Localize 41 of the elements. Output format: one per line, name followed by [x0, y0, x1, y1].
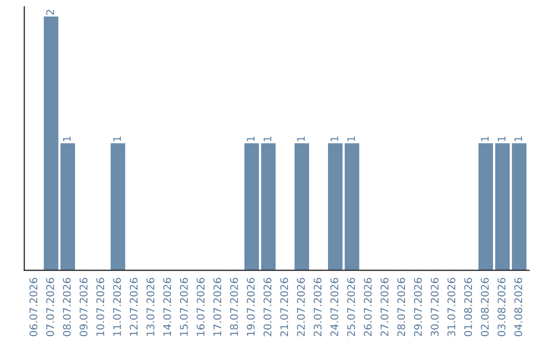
- x-tick-label: 16.07.2026: [196, 278, 205, 336]
- x-tick-label: 06.07.2026: [29, 278, 38, 336]
- x-tick-label: 27.07.2026: [380, 278, 388, 336]
- x-tick-label: 28.07.2026: [397, 278, 406, 336]
- x-tick-label: 17.07.2026: [213, 278, 222, 336]
- data-label: 1: [113, 136, 121, 142]
- data-label: 1: [481, 136, 489, 142]
- x-tick-label: 04.08.2026: [514, 278, 522, 336]
- x-tick-label: 15.07.2026: [180, 278, 188, 336]
- x-tick-label: 30.07.2026: [430, 278, 439, 336]
- x-tick-label: 08.07.2026: [62, 278, 71, 336]
- data-label: 1: [330, 136, 338, 142]
- x-tick-label: 20.07.2026: [264, 278, 272, 336]
- data-label: 2: [46, 10, 54, 15]
- data-label: 1: [514, 136, 522, 142]
- x-tick-label: 10.07.2026: [96, 278, 104, 336]
- data-label: 1: [264, 136, 272, 142]
- x-tick-label: 12.07.2026: [130, 278, 138, 336]
- x-tick-label: 23.07.2026: [314, 278, 322, 336]
- data-label: 1: [347, 136, 355, 142]
- x-tick-label: 03.08.2026: [498, 278, 506, 336]
- x-tick-label: 11.07.2026: [113, 278, 121, 336]
- x-tick-label: 19.07.2026: [246, 278, 255, 336]
- data-label: 1: [498, 136, 506, 142]
- x-tick-label: 22.07.2026: [296, 278, 305, 336]
- data-label: 1: [63, 136, 71, 142]
- x-tick-label: 21.07.2026: [280, 278, 288, 336]
- x-tick-label: 07.07.2026: [46, 278, 54, 336]
- x-tick-label: 14.07.2026: [163, 278, 172, 336]
- data-label: 1: [297, 136, 305, 142]
- x-tick-label: 29.07.2026: [414, 278, 422, 336]
- data-label: 1: [246, 136, 255, 142]
- x-tick-label: 02.08.2026: [480, 278, 489, 336]
- x-tick-label: 01.08.2026: [464, 278, 472, 336]
- x-tick-label: 26.07.2026: [364, 278, 372, 336]
- x-tick-label: 18.07.2026: [230, 278, 238, 336]
- x-tick-label: 25.07.2026: [347, 278, 356, 336]
- x-tick-label: 31.07.2026: [447, 278, 456, 336]
- x-tick-label: 09.07.2026: [80, 278, 88, 336]
- x-tick-label: 13.07.2026: [146, 278, 154, 336]
- x-tick-label: 24.07.2026: [330, 278, 338, 336]
